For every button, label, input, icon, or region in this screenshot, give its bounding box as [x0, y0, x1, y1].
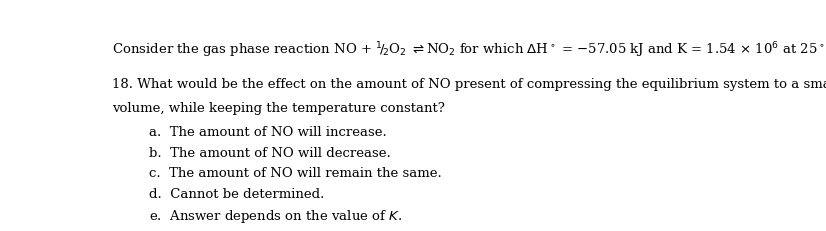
Text: volume, while keeping the temperature constant?: volume, while keeping the temperature co…	[112, 102, 444, 115]
Text: Consider the gas phase reaction NO + $^1\!/\!_2$O$_2$ $\rightleftharpoons$NO$_2$: Consider the gas phase reaction NO + $^1…	[112, 40, 826, 60]
Text: e.  Answer depends on the value of $K$.: e. Answer depends on the value of $K$.	[150, 207, 403, 224]
Text: a.  The amount of NO will increase.: a. The amount of NO will increase.	[150, 126, 387, 139]
Text: b.  The amount of NO will decrease.: b. The amount of NO will decrease.	[150, 146, 391, 159]
Text: c.  The amount of NO will remain the same.: c. The amount of NO will remain the same…	[150, 167, 442, 179]
Text: 18. What would be the effect on the amount of NO present of compressing the equi: 18. What would be the effect on the amou…	[112, 78, 826, 91]
Text: d.  Cannot be determined.: d. Cannot be determined.	[150, 187, 325, 200]
